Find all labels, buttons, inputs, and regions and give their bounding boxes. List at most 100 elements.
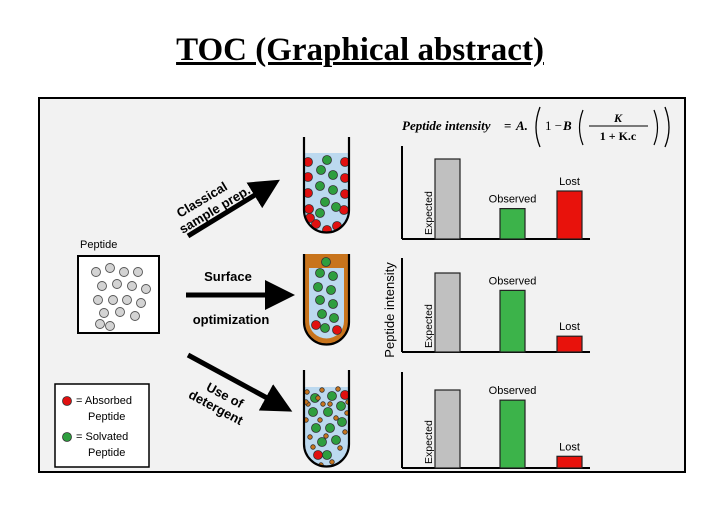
- detergent-dot: [337, 445, 343, 451]
- solvated-peptide-dot: [331, 435, 341, 445]
- legend-absorbed-line2: Peptide: [88, 411, 125, 423]
- arrow-label-middle-line2: optimization: [193, 312, 270, 327]
- legend-solvated-swatch: [62, 432, 72, 442]
- solvated-peptide-dot: [328, 271, 338, 281]
- absorbed-peptide-dot: [332, 325, 342, 335]
- bar-label-observed: Observed: [489, 385, 537, 397]
- solvated-peptide-dot: [326, 285, 336, 295]
- peptide-dot: [95, 319, 105, 329]
- detergent-dot: [320, 401, 326, 407]
- chart-1: Expected Observed Lost: [401, 146, 590, 240]
- bar-expected: [434, 389, 461, 469]
- legend-solvated-line2: Peptide: [88, 447, 125, 459]
- legend-solvated-line1: = Solvated: [76, 431, 128, 443]
- bar-label-observed: Observed: [489, 194, 537, 206]
- equation-lhs: Peptide intensity: [402, 118, 491, 133]
- tube-detergent: [302, 370, 351, 468]
- equation-a: A.: [515, 118, 528, 133]
- paren-left-outer: [535, 106, 541, 148]
- equation: Peptide intensity = A. 1 − B K 1 + K.c: [402, 106, 670, 148]
- bar-label-expected: Expected: [423, 304, 435, 348]
- absorbed-peptide-dot: [304, 157, 313, 167]
- peptide-dot: [136, 298, 146, 308]
- peptide-dots: [91, 263, 151, 331]
- peptide-dot: [112, 279, 122, 289]
- bar-observed: [499, 289, 526, 353]
- solvated-peptide-dot: [317, 437, 327, 447]
- peptide-dot: [93, 295, 103, 305]
- equation-b: B: [562, 118, 572, 133]
- absorbed-peptide-dot: [311, 320, 321, 330]
- solvated-peptide-dot: [336, 401, 346, 411]
- peptide-dot: [108, 295, 118, 305]
- paren-left-inner: [578, 109, 584, 146]
- detergent-dot: [304, 389, 310, 395]
- absorbed-peptide-dot: [340, 189, 349, 199]
- absorbed-peptide-dot: [340, 157, 349, 167]
- bar-label-lost: Lost: [559, 441, 580, 453]
- solvated-peptide-dot: [325, 423, 335, 433]
- chart-2: Expected Observed Lost: [401, 258, 590, 353]
- peptide-dot: [115, 307, 125, 317]
- detergent-dot: [317, 417, 323, 423]
- absorbed-peptide-dot: [304, 172, 313, 182]
- solvated-peptide-dot: [321, 257, 331, 267]
- tube-surface: [302, 254, 351, 346]
- solvated-peptide-dot: [329, 313, 339, 323]
- solvated-peptide-dot: [322, 155, 332, 165]
- solvated-peptide-dot: [322, 450, 332, 460]
- page-title: TOC (Graphical abstract): [176, 32, 544, 68]
- equation-equals: =: [504, 118, 511, 133]
- bar-observed: [499, 399, 526, 469]
- absorbed-peptide-dot: [304, 204, 314, 214]
- bar-label-lost: Lost: [559, 176, 580, 188]
- peptide-dot: [99, 308, 109, 318]
- absorbed-peptide-dot: [340, 390, 349, 400]
- detergent-dot: [342, 429, 348, 435]
- arrow-label-middle-line1: Surface: [204, 269, 252, 284]
- bar-observed: [499, 208, 526, 240]
- solvated-peptide-dot: [327, 391, 337, 401]
- solvated-peptide-dot: [316, 165, 326, 175]
- solvated-peptide-dot: [331, 202, 341, 212]
- peptide-dot: [91, 267, 101, 277]
- detergent-dot: [323, 433, 329, 439]
- detergent-dot: [327, 401, 333, 407]
- solvated-peptide-dot: [315, 268, 325, 278]
- detergent-dot: [307, 434, 313, 440]
- tube-classical: [302, 137, 351, 234]
- solvated-peptide-dot: [337, 417, 347, 427]
- bar-lost: [556, 455, 583, 469]
- detergent-dot: [310, 444, 316, 450]
- absorbed-peptide-dot: [313, 450, 323, 460]
- peptide-dot: [119, 267, 129, 277]
- bar-label-observed: Observed: [489, 275, 537, 287]
- peptide-label: Peptide: [80, 239, 117, 251]
- bar-label-expected: Expected: [423, 191, 435, 235]
- tube-classical-outline: [302, 137, 351, 234]
- tube-detergent-outline: [302, 370, 351, 468]
- bar-lost: [556, 190, 583, 240]
- solvated-peptide-dot: [315, 181, 325, 191]
- solvated-peptide-dot: [320, 197, 330, 207]
- y-axis-label: Peptide intensity: [382, 262, 397, 358]
- peptide-dot: [97, 281, 107, 291]
- bar-label-expected: Expected: [423, 420, 435, 464]
- detergent-dot: [315, 395, 321, 401]
- peptide-dot: [105, 321, 115, 331]
- equation-denominator: 1 + K.c: [600, 129, 637, 143]
- peptide-dot: [127, 281, 137, 291]
- absorbed-peptide-dot: [340, 173, 349, 183]
- chart-3: Expected Observed Lost: [401, 372, 590, 469]
- solvated-peptide-dot: [328, 170, 338, 180]
- peptide-dot: [130, 311, 140, 321]
- solvated-peptide-dot: [328, 299, 338, 309]
- equation-numerator: K: [613, 111, 623, 125]
- solvated-peptide-dot: [320, 323, 330, 333]
- peptide-dot: [122, 295, 132, 305]
- absorbed-peptide-dot: [311, 219, 321, 229]
- detergent-dot: [335, 386, 341, 392]
- solvated-peptide-dot: [315, 295, 325, 305]
- detergent-dot: [329, 459, 335, 465]
